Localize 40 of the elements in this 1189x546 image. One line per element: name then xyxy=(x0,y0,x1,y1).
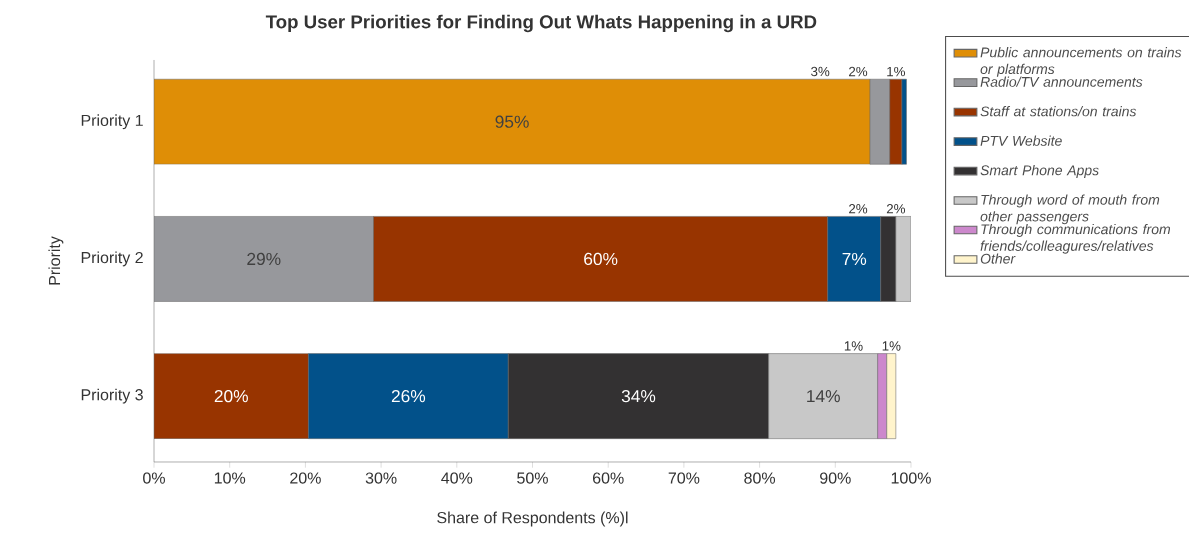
x-tick-label: 10% xyxy=(214,472,246,484)
x-tick-label: 0% xyxy=(143,472,165,484)
x-tick-label: 80% xyxy=(744,472,776,484)
x-tick-label: 30% xyxy=(365,472,397,484)
y-axis-title: Priority xyxy=(48,236,64,285)
y-tick-label: Priority 3 xyxy=(81,388,143,404)
y-tick-label: Priority 2 xyxy=(81,251,143,267)
x-tick-label: 70% xyxy=(668,472,700,484)
data-label: 14% xyxy=(807,390,840,403)
y-tick-label: Priority 1 xyxy=(81,114,143,130)
data-label: 2% xyxy=(886,204,906,214)
x-tick-label: 40% xyxy=(441,472,473,484)
data-label: 7% xyxy=(842,252,867,265)
data-label: 2% xyxy=(849,66,868,77)
data-label: 95% xyxy=(495,115,529,128)
data-label: 3% xyxy=(811,66,830,77)
data-label: 20% xyxy=(214,390,248,403)
data-label: 1% xyxy=(882,341,901,351)
data-label: 1% xyxy=(844,341,863,351)
legend-label: Through word of mouth from other passengers xyxy=(980,194,1160,225)
data-label: 29% xyxy=(247,252,281,266)
x-tick-label: 90% xyxy=(820,472,851,484)
chart-title: Top User Priorities for Finding Out Whats Happening in a URD xyxy=(265,14,817,33)
x-tick-label: 100% xyxy=(891,472,931,484)
data-label: 2% xyxy=(849,204,868,214)
legend-label: Smart Phone Apps xyxy=(980,164,1099,179)
data-label: 34% xyxy=(621,390,656,403)
data-label: 26% xyxy=(391,390,426,403)
x-tick-label: 60% xyxy=(593,472,624,484)
legend-label: Public announcements on trains or platforms xyxy=(980,47,1182,77)
legend-label: Staff at stations/on trains xyxy=(980,106,1137,117)
data-label: 1% xyxy=(887,66,906,77)
x-tick-label: 20% xyxy=(290,472,321,484)
legend-label: PTV Website xyxy=(980,135,1062,146)
data-label: 60% xyxy=(584,252,618,266)
legend-label: Through communications from friends/colleagures/relatives xyxy=(980,223,1171,254)
legend-label: Radio/TV announcements xyxy=(980,76,1143,87)
legend-label: Other xyxy=(980,253,1016,264)
x-tick-label: 50% xyxy=(517,472,548,484)
x-axis-title: Share of Respondents (%)l xyxy=(437,511,628,527)
